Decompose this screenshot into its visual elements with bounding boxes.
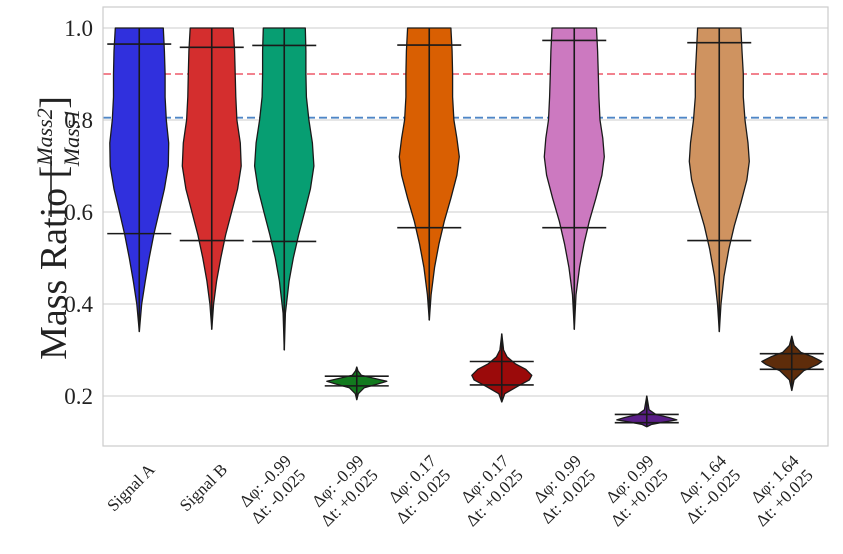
y-axis-label-prefix: Mass Ratio [ [33,166,75,360]
violin-10 [759,335,824,392]
violin-6 [469,333,534,403]
violin-3 [252,27,317,351]
category-label-line: Signal A [103,459,159,515]
y-tick-label: 1.0 [64,16,93,41]
category-label: Δφ: 0.99Δt: -0.025 [523,451,599,527]
violin-9 [687,27,752,333]
category-label: Δφ: 1.64Δt: -0.025 [668,451,744,527]
category-label: Signal A [103,459,159,515]
category-label: Δφ: 0.17Δt: +0.025 [448,451,527,530]
violin-4 [324,366,389,401]
violin-8 [614,395,679,428]
category-label: Δφ: -0.99Δt: +0.025 [303,451,382,530]
y-tick-label: 0.2 [64,384,93,409]
violins [107,27,824,428]
violin-7 [542,27,607,330]
svg-text:Mass Ratio [Mass2Mass1]: Mass Ratio [Mass2Mass1] [32,96,84,360]
y-axis-label-numerator: Mass2 [32,108,57,166]
category-label: Δφ: 1.64Δt: +0.025 [738,451,817,530]
category-label: Signal B [176,460,231,515]
y-axis-label-suffix: ] [33,96,75,109]
violin-5 [397,27,462,321]
category-label-line: Signal B [176,460,231,515]
violin-1 [107,27,172,333]
y-axis-label-denominator: Mass1 [59,109,84,167]
y-tick-label: 0.4 [64,292,93,317]
plot-frame [102,6,829,447]
category-label: Δφ: -0.99Δt: -0.025 [233,451,309,527]
violin-2 [179,27,244,330]
category-label: Δφ: 0.17Δt: -0.025 [378,451,454,527]
y-tick-label: 0.6 [64,200,93,225]
y-tick-labels: 0.2 0.4 0.6 0.8 1.0 [64,16,93,409]
y-axis-label: Mass Ratio [Mass2Mass1] [32,96,84,360]
category-label: Δφ: 0.99Δt: +0.025 [593,451,672,530]
y-tick-label: 0.8 [64,108,93,133]
